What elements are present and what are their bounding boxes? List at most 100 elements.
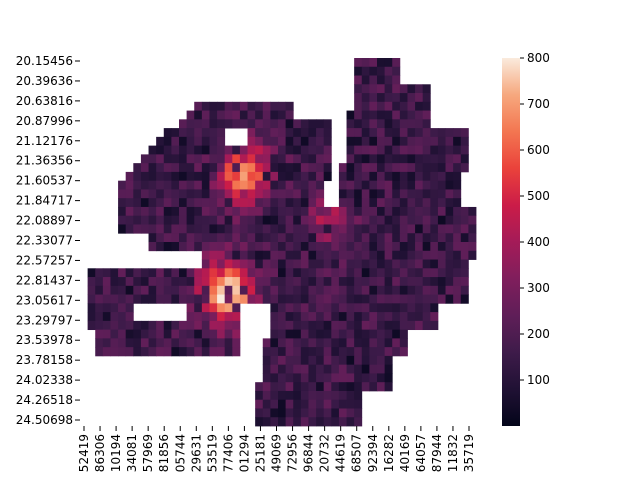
heatmap-cell (445, 136, 454, 147)
heatmap-cell (407, 84, 416, 94)
heatmap-cell (293, 145, 302, 155)
heatmap-cell (209, 242, 218, 252)
heatmap-cell (399, 312, 408, 322)
heatmap-cell (194, 154, 203, 164)
heatmap-cell (201, 320, 210, 331)
colorbar-tick-label: 100 (527, 373, 550, 387)
heatmap-cell (308, 399, 317, 409)
heatmap-cell (384, 268, 393, 278)
heatmap-cell (354, 355, 363, 366)
heatmap-cell (361, 154, 370, 164)
heatmap-cell (179, 171, 188, 182)
heatmap-cell (262, 119, 271, 129)
heatmap-cell (445, 180, 454, 190)
heatmap-cell (377, 259, 386, 269)
heatmap-cell (285, 303, 294, 313)
heatmap-cell (407, 277, 416, 287)
heatmap-cell (346, 136, 355, 147)
heatmap-cell (415, 259, 424, 269)
heatmap-cell (445, 233, 454, 243)
heatmap-cell (118, 268, 127, 278)
heatmap-cell (377, 119, 386, 129)
heatmap-cell (255, 119, 264, 129)
heatmap-cell (224, 119, 233, 129)
heatmap-cell (262, 347, 271, 357)
heatmap-cell (293, 373, 302, 383)
heatmap-cell (430, 312, 439, 322)
heatmap-cell (163, 171, 172, 182)
heatmap-cell (148, 338, 157, 348)
heatmap-cell (209, 215, 218, 225)
heatmap-cell (377, 303, 386, 313)
heatmap-cell (148, 215, 157, 225)
heatmap-cell (148, 180, 157, 190)
heatmap-cell (346, 390, 355, 401)
heatmap-cell (445, 259, 454, 269)
heatmap-cell (179, 180, 188, 190)
heatmap-cell (247, 294, 256, 304)
heatmap-cell (285, 259, 294, 269)
heatmap-cell (110, 285, 119, 295)
heatmap-cell (163, 277, 172, 287)
heatmap-cell (247, 171, 256, 182)
heatmap-cell (171, 268, 180, 278)
heatmap-cell (285, 364, 294, 374)
heatmap-cell (369, 320, 378, 331)
heatmap-cell (186, 233, 195, 243)
heatmap-cell (316, 189, 325, 199)
heatmap-cell (399, 163, 408, 173)
heatmap-cell (217, 145, 226, 155)
heatmap-cell (171, 329, 180, 339)
heatmap-cell (392, 84, 401, 94)
heatmap-cell (201, 312, 210, 322)
heatmap-cell (278, 268, 287, 278)
heatmap-cell (110, 329, 119, 339)
heatmap-cell (369, 303, 378, 313)
heatmap-cell (171, 277, 180, 287)
heatmap-cell (354, 347, 363, 357)
heatmap-cell (255, 224, 264, 234)
heatmap-cell (102, 329, 111, 339)
heatmap-cell (308, 154, 317, 164)
heatmap-cell (445, 242, 454, 252)
heatmap-cell (209, 347, 218, 357)
heatmap-cell (209, 303, 218, 313)
colorbar-tick-label: 400 (527, 235, 550, 249)
heatmap-cell (217, 338, 226, 348)
heatmap-cell (140, 224, 149, 234)
heatmap-cell (133, 198, 142, 208)
x-tick-label: 77406 (221, 434, 235, 472)
heatmap-cell (323, 277, 332, 287)
heatmap-cell (255, 250, 264, 260)
heatmap-cell (224, 294, 233, 304)
heatmap-cell (171, 233, 180, 243)
heatmap-cell (255, 171, 264, 182)
heatmap-cell (331, 338, 340, 348)
heatmap-cell (468, 242, 477, 252)
heatmap-cell (270, 250, 279, 260)
heatmap-cell (163, 329, 172, 339)
heatmap-cell (255, 259, 264, 269)
heatmap-cell (171, 136, 180, 147)
heatmap-cell (125, 285, 134, 295)
heatmap-cell (377, 233, 386, 243)
heatmap-cell (331, 259, 340, 269)
heatmap-cell (262, 224, 271, 234)
heatmap-cell (369, 294, 378, 304)
heatmap-cell (285, 242, 294, 252)
heatmap-cell (239, 180, 248, 190)
heatmap-cell (133, 163, 142, 173)
heatmap-cell (163, 163, 172, 173)
heatmap-cell (384, 347, 393, 357)
heatmap-cell (399, 277, 408, 287)
heatmap-cell (179, 215, 188, 225)
heatmap-cell (361, 355, 370, 366)
heatmap-cell (422, 128, 431, 138)
heatmap-cell (377, 66, 386, 76)
heatmap-cell (361, 145, 370, 155)
heatmap-cell (338, 224, 347, 234)
heatmap-cell (140, 198, 149, 208)
heatmap-cell (437, 128, 446, 138)
heatmap-cell (384, 373, 393, 383)
heatmap-cell (186, 145, 195, 155)
